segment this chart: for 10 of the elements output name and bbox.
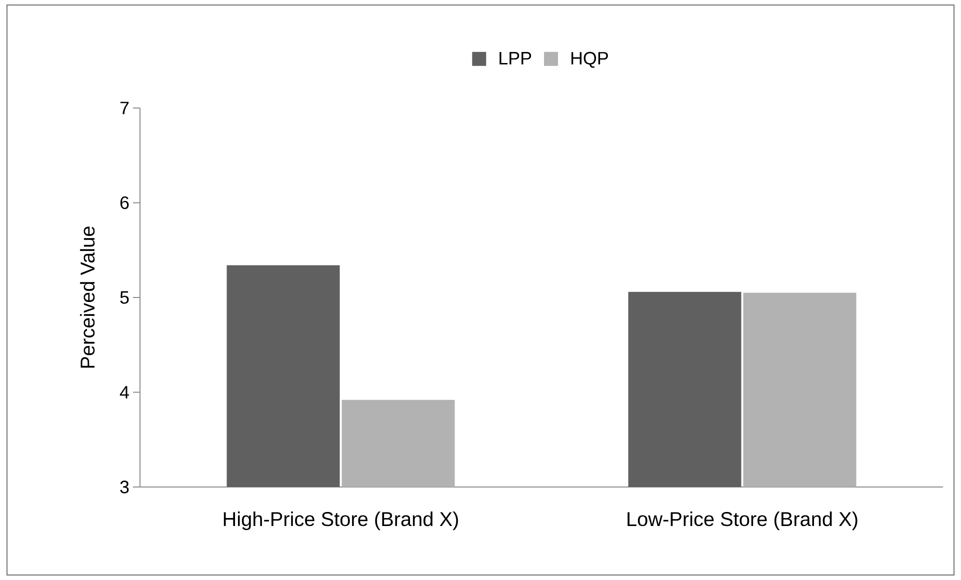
legend-label: LPP: [500, 52, 532, 64]
y-tick-label: 4: [120, 386, 129, 398]
y-axis-title: Perceived Value: [80, 226, 95, 368]
y-tick-label: 7: [120, 102, 129, 114]
y-tick-label: 6: [120, 196, 129, 210]
x-tick-label: Low-Price Store (Brand X): [628, 512, 858, 530]
legend-label: HQP: [571, 52, 608, 68]
x-tick-label: High-Price Store (Brand X): [224, 512, 458, 530]
y-tick-label: 3: [120, 480, 129, 494]
y-tick-label: 5: [120, 291, 129, 304]
